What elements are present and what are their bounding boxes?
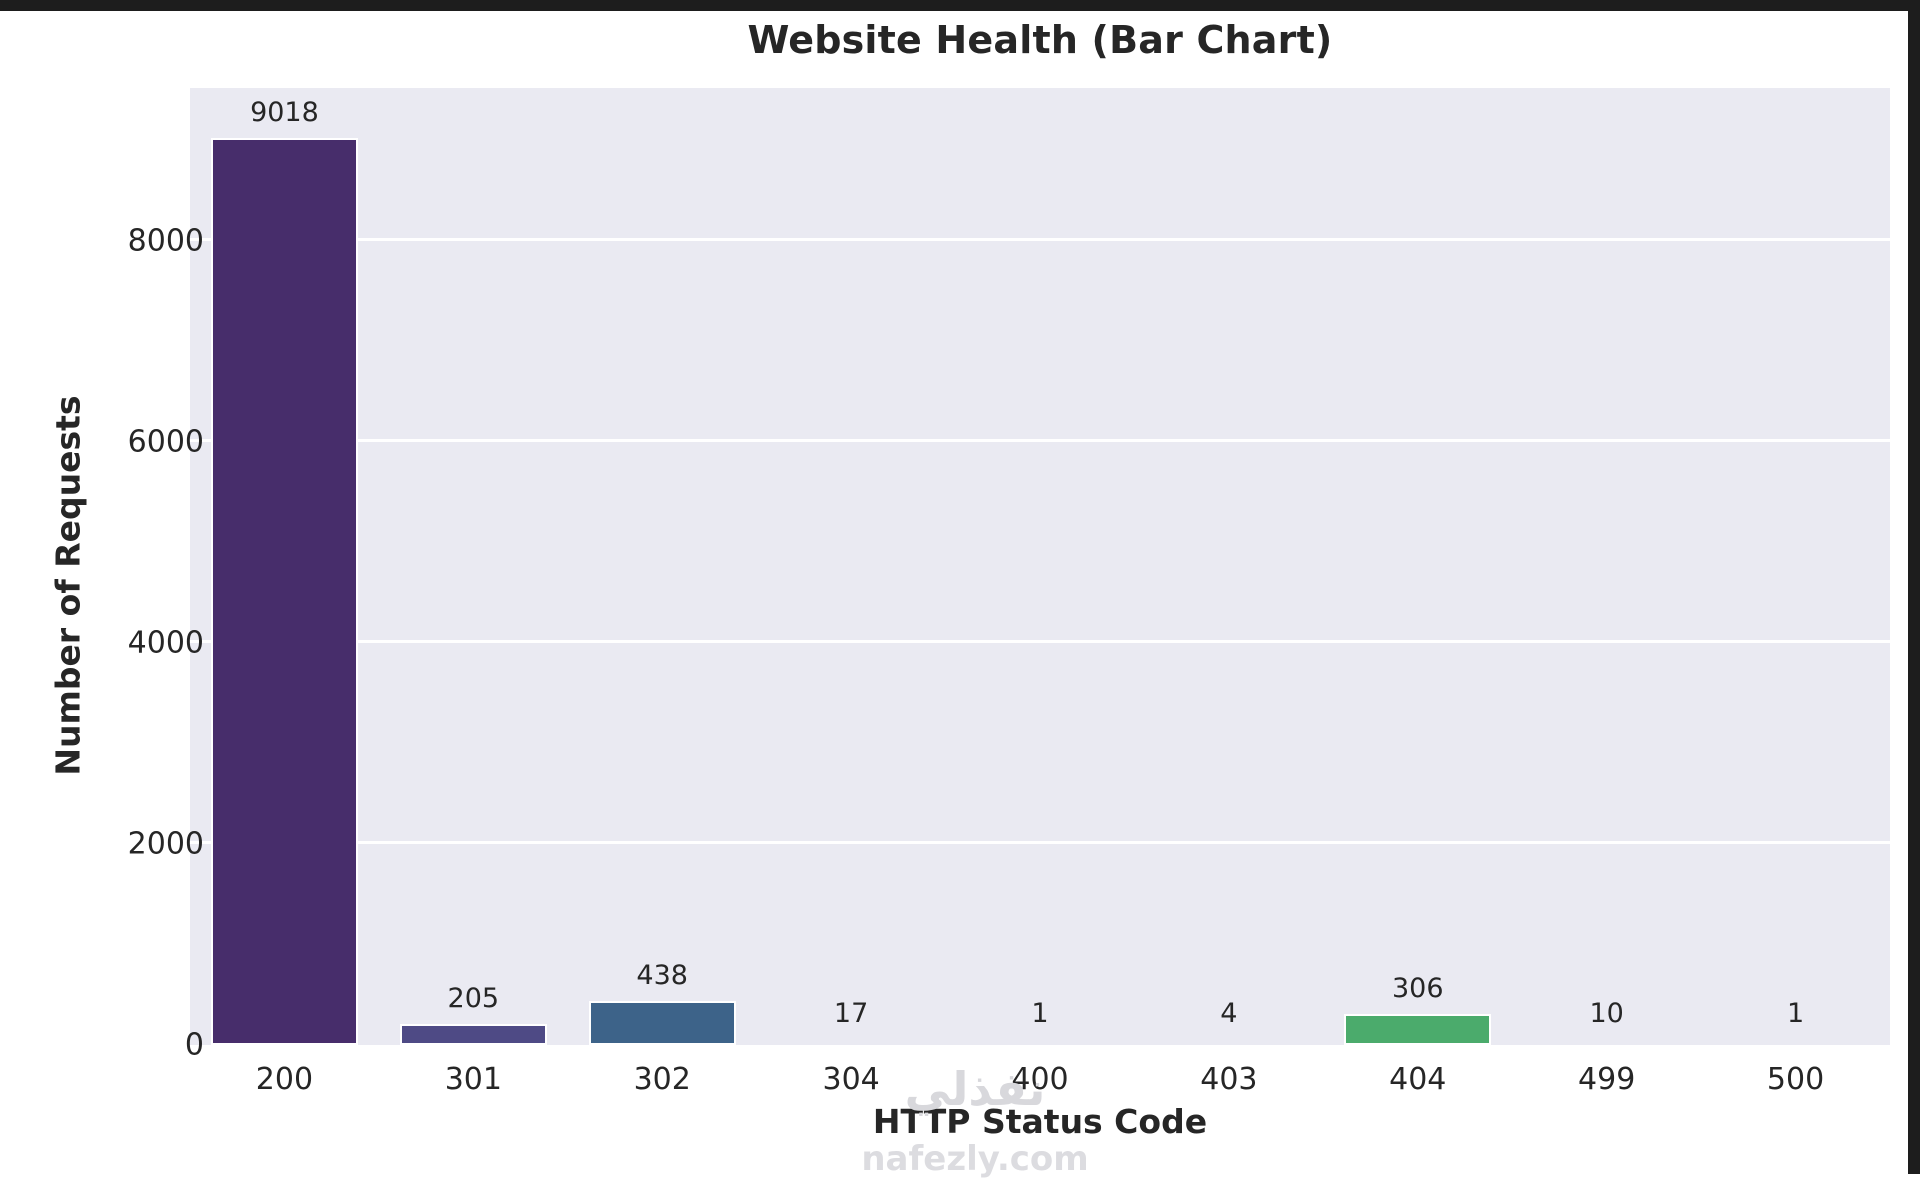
x-tick-label: 500 <box>1766 1062 1825 1097</box>
plot-area: 9018 205 438 17 1 4 306 10 1 <box>190 88 1890 1045</box>
y-tick-label: 4000 <box>127 625 204 661</box>
x-tick-label: 404 <box>1389 1062 1447 1097</box>
bar[interactable] <box>588 1000 736 1045</box>
gridline <box>190 438 1890 442</box>
y-axis-label: Number of Requests <box>48 395 88 776</box>
bar-value-label: 1 <box>1031 998 1049 1029</box>
y-tick-label: 6000 <box>127 424 204 460</box>
y-tick-label: 2000 <box>127 826 204 862</box>
watermark-latin-text: nafezly.com <box>861 1139 1089 1179</box>
y-tick-label: 8000 <box>127 223 204 259</box>
frame-top-edge <box>0 0 1920 11</box>
gridline <box>190 840 1890 844</box>
x-tick-label: 403 <box>1200 1062 1258 1097</box>
page-title: Website Health (Bar Chart) <box>747 18 1333 62</box>
bar-value-label: 205 <box>447 983 500 1015</box>
gridline <box>190 639 1890 643</box>
bar-group: 17 <box>757 88 946 1045</box>
bar-group: 205 <box>379 88 568 1045</box>
y-tick-label: 0 <box>184 1027 204 1063</box>
x-tick-label: 304 <box>822 1062 880 1097</box>
x-tick-label: 200 <box>255 1062 314 1097</box>
bar[interactable] <box>399 1024 547 1045</box>
x-tick-label: 301 <box>444 1062 502 1097</box>
bar-group: 4 <box>1134 88 1323 1045</box>
gridline <box>190 237 1890 241</box>
bar-value-label: 438 <box>636 959 688 991</box>
bar-group: 438 <box>568 88 757 1045</box>
frame-right-edge <box>1908 0 1920 1178</box>
bar-value-label: 306 <box>1391 973 1444 1005</box>
bar[interactable] <box>210 138 359 1045</box>
bar[interactable] <box>1344 1014 1492 1045</box>
x-tick-label: 400 <box>1011 1062 1069 1097</box>
bar-value-label: 10 <box>1589 998 1624 1029</box>
bar-value-label: 9018 <box>250 97 319 129</box>
bar-value-label: 4 <box>1220 998 1238 1029</box>
bar-group: 1 <box>946 88 1135 1045</box>
frame-bottom-edge <box>0 1174 1920 1178</box>
x-tick-label: 302 <box>633 1062 691 1097</box>
bar-group: 10 <box>1512 88 1701 1045</box>
bar-value-label: 17 <box>833 998 869 1029</box>
bar-group: 306 <box>1323 88 1512 1045</box>
x-axis-label: HTTP Status Code <box>872 1102 1208 1141</box>
bar-group: 1 <box>1701 88 1890 1045</box>
x-tick-label: 499 <box>1578 1062 1636 1097</box>
bar-group: 9018 <box>190 88 379 1045</box>
bars-layer: 9018 205 438 17 1 4 306 10 1 <box>190 88 1890 1045</box>
bar-value-label: 1 <box>1786 998 1805 1029</box>
